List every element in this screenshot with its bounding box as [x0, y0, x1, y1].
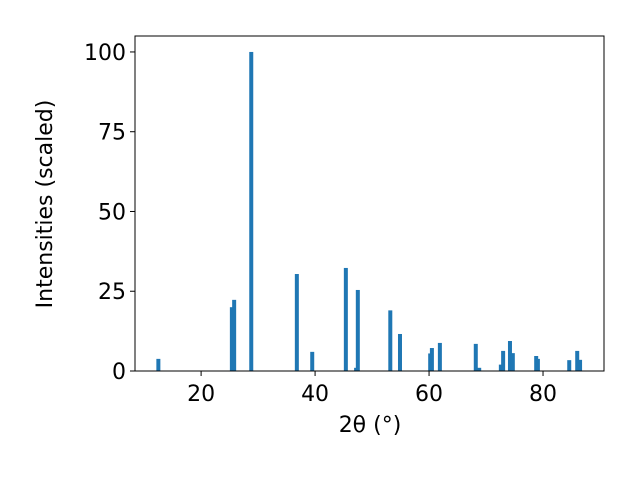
x-tick-label: 60 [415, 382, 443, 407]
y-axis-label: Intensities (scaled) [33, 100, 58, 309]
bar [397, 333, 402, 371]
bar [510, 353, 515, 371]
bar [429, 348, 434, 371]
bar [232, 299, 237, 371]
bar [473, 343, 478, 371]
x-tick-label: 20 [187, 382, 215, 407]
y-tick-label: 0 [112, 360, 126, 385]
x-tick-label: 40 [301, 382, 329, 407]
bar [501, 350, 506, 371]
bar [535, 358, 540, 371]
bar [310, 351, 315, 371]
bar [156, 358, 161, 371]
y-tick-label: 25 [98, 280, 126, 305]
bar [229, 307, 234, 371]
x-axis-label: 2θ (°) [339, 413, 402, 438]
y-tick-label: 75 [98, 121, 126, 146]
bar [567, 360, 572, 371]
y-tick-label: 100 [84, 41, 126, 66]
bar [507, 341, 512, 371]
bar [355, 289, 360, 371]
x-tick-label: 80 [529, 382, 557, 407]
bar [437, 342, 442, 371]
bar [575, 350, 580, 371]
bar [578, 359, 583, 371]
bar [294, 274, 299, 371]
bar [477, 367, 482, 371]
bar [498, 364, 503, 371]
y-tick-label: 50 [98, 200, 126, 225]
plot-frame [134, 35, 605, 372]
bar [388, 310, 393, 371]
bar [249, 51, 254, 371]
bar [343, 267, 348, 371]
